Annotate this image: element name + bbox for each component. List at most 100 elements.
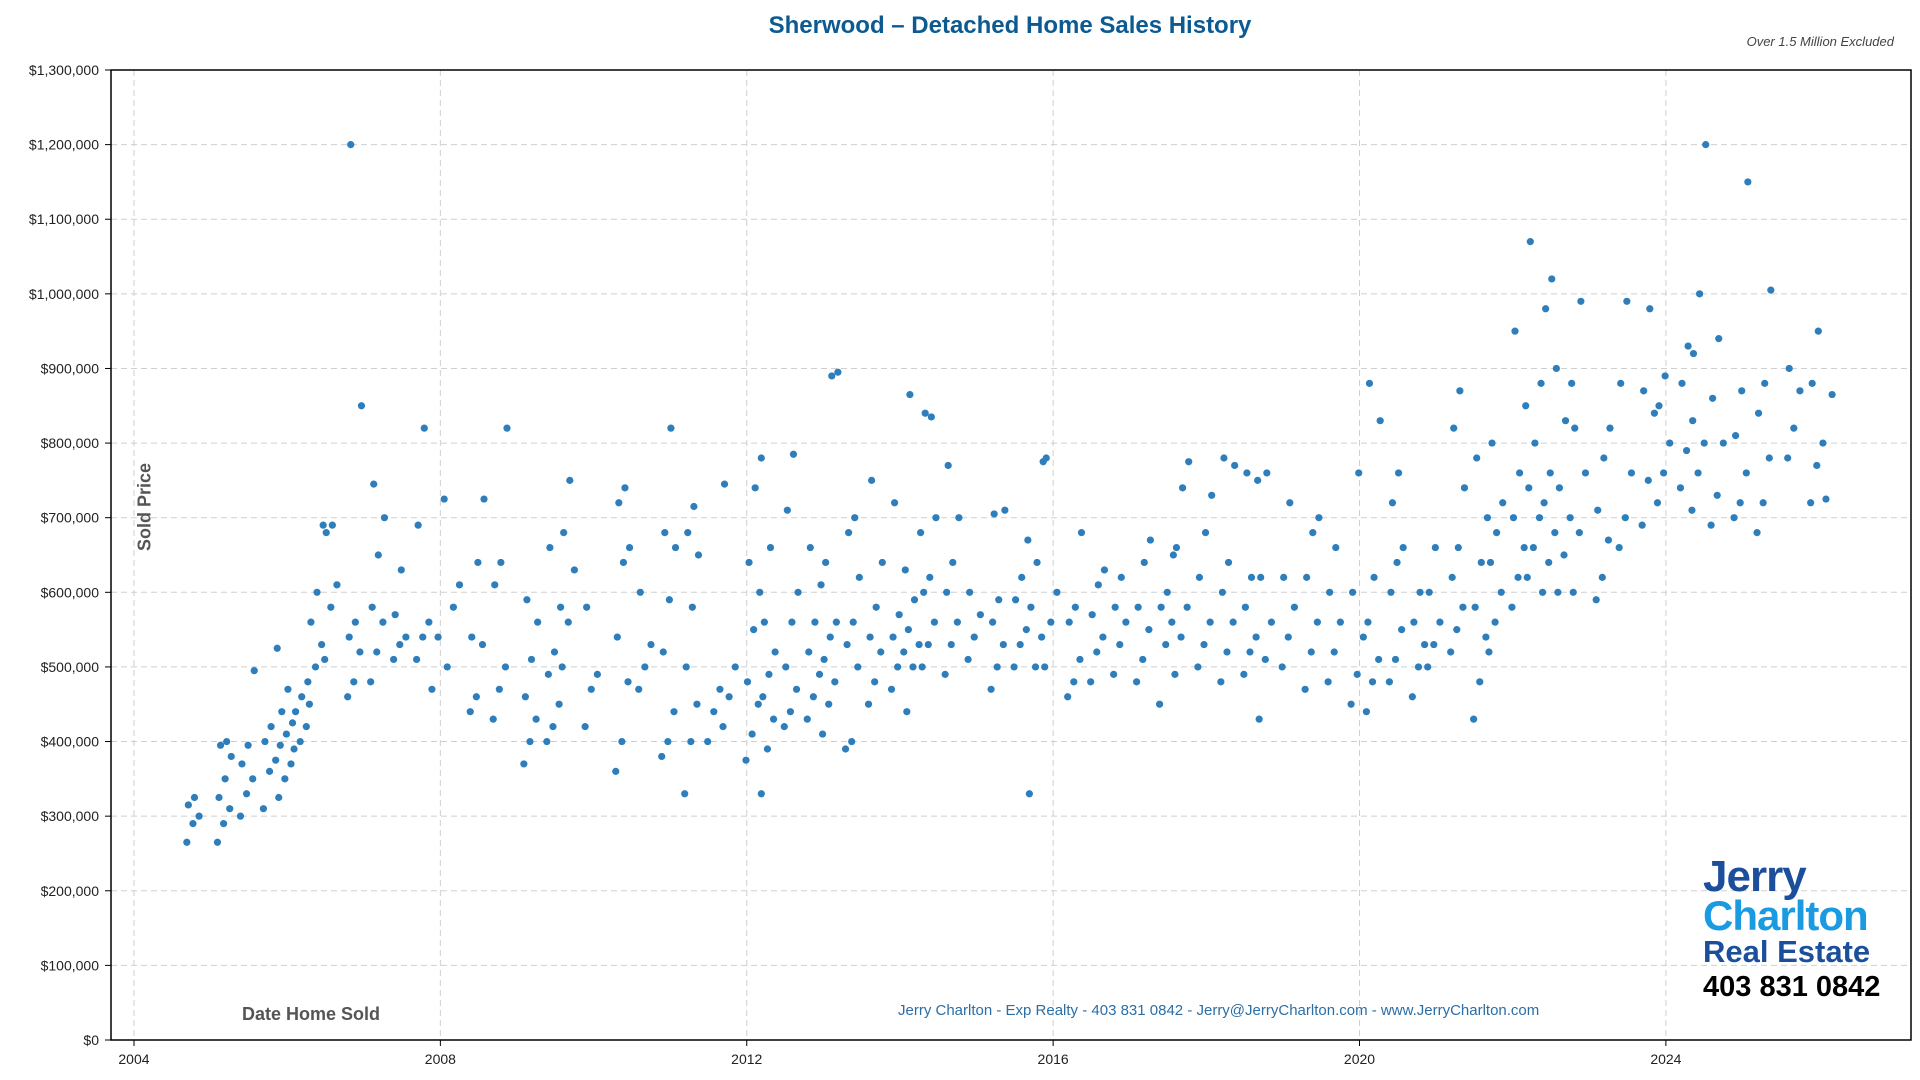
data-point: [1497, 588, 1505, 596]
data-point: [420, 424, 428, 432]
data-point: [357, 402, 366, 410]
data-point: [1785, 364, 1793, 373]
data-point: [720, 480, 729, 488]
data-point: [872, 603, 880, 611]
data-point: [681, 790, 689, 798]
y-tick-label: $300,000: [41, 808, 100, 824]
data-point: [302, 723, 310, 731]
data-point: [455, 581, 464, 589]
data-point: [1650, 409, 1659, 417]
data-point: [1070, 678, 1078, 686]
data-point: [904, 626, 912, 634]
data-point: [1640, 387, 1648, 395]
data-point: [555, 700, 563, 708]
data-point: [1790, 424, 1798, 432]
data-point: [619, 558, 628, 567]
data-point: [1545, 558, 1553, 567]
data-point: [1255, 715, 1263, 723]
data-point: [877, 648, 885, 656]
data-point: [546, 543, 554, 552]
data-point: [1010, 663, 1018, 671]
data-point: [1456, 387, 1464, 395]
data-point: [1688, 506, 1696, 514]
y-tick-label: $1,200,000: [29, 137, 99, 153]
data-point: [658, 752, 666, 761]
data-point: [290, 745, 298, 753]
data-point: [1623, 297, 1631, 305]
data-point: [783, 506, 791, 514]
data-point: [189, 820, 197, 828]
data-point: [756, 588, 764, 596]
data-point: [1398, 626, 1406, 634]
data-point: [523, 596, 531, 604]
data-point: [1709, 394, 1717, 402]
data-point: [413, 655, 421, 664]
data-point: [878, 558, 886, 567]
data-point: [242, 790, 251, 798]
data-point: [347, 141, 355, 149]
data-point: [1200, 640, 1208, 649]
data-point: [1133, 678, 1141, 686]
data-point: [1638, 521, 1646, 529]
data-point: [867, 476, 876, 484]
data-point: [322, 529, 330, 537]
data-point: [1736, 499, 1744, 507]
data-point: [947, 640, 955, 649]
exclusion-note: Over 1.5 Million Excluded: [1746, 34, 1894, 49]
data-point: [1117, 573, 1125, 581]
data-point: [1195, 573, 1204, 581]
data-point: [1076, 655, 1084, 664]
data-point: [278, 708, 286, 716]
data-point: [489, 715, 497, 723]
data-point: [815, 670, 824, 678]
y-tick-label: $1,300,000: [29, 62, 99, 78]
data-point: [532, 715, 540, 723]
data-point: [742, 756, 750, 764]
data-point: [1041, 663, 1049, 671]
data-point: [1376, 417, 1384, 425]
data-point: [1229, 618, 1237, 626]
data-point: [1241, 603, 1249, 611]
data-point: [1065, 618, 1073, 626]
data-point: [304, 678, 312, 686]
data-point: [1476, 678, 1484, 686]
data-point: [725, 693, 733, 701]
data-point: [321, 655, 329, 664]
data-point: [659, 648, 667, 656]
data-point: [1522, 402, 1530, 410]
data-point: [581, 723, 589, 731]
data-point: [900, 648, 908, 656]
data-point: [1368, 678, 1377, 686]
data-point: [501, 663, 510, 671]
data-point: [1529, 543, 1537, 552]
data-point: [1666, 439, 1674, 447]
data-point: [759, 693, 767, 701]
data-point: [1761, 379, 1769, 387]
data-point: [716, 685, 724, 693]
x-axis-ticks: 2004 2008 2012 2016 2020 2024: [118, 1040, 1682, 1067]
data-point: [920, 588, 928, 596]
data-point: [1388, 499, 1397, 507]
data-point: [543, 737, 551, 746]
data-point: [1414, 663, 1423, 671]
data-point: [866, 633, 874, 641]
data-point: [1459, 603, 1467, 611]
data-point: [298, 693, 306, 701]
data-point: [1088, 611, 1096, 619]
data-point: [964, 655, 972, 664]
data-point: [288, 719, 297, 727]
data-point: [1362, 708, 1371, 716]
data-point: [943, 588, 951, 596]
data-point: [1661, 372, 1669, 380]
data-point: [831, 678, 839, 686]
data-point: [688, 603, 696, 611]
data-point: [566, 476, 574, 484]
logo-line-2: Charlton: [1703, 892, 1869, 939]
data-point: [1111, 603, 1119, 611]
data-point: [1110, 670, 1118, 678]
data-point: [1621, 514, 1629, 522]
data-point: [587, 685, 595, 693]
data-point: [1375, 655, 1383, 664]
data-point: [1606, 424, 1614, 432]
data-point: [618, 737, 626, 746]
